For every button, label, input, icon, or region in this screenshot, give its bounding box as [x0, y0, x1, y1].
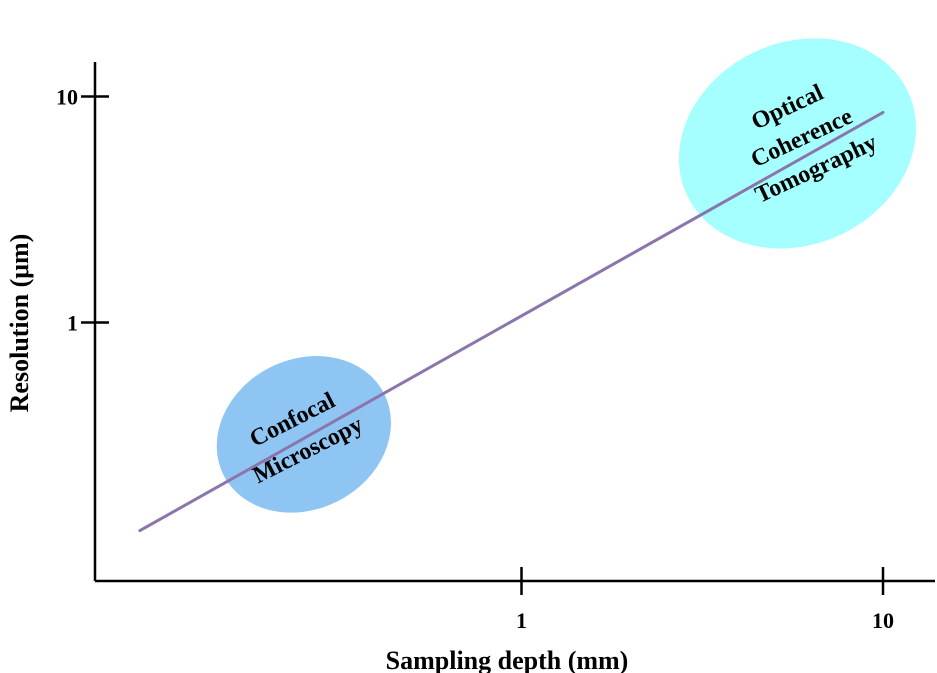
y-tick-label-2: 10: [56, 85, 78, 110]
annotation-ellipse-1: [216, 356, 391, 513]
y-tick-label-1: 1: [67, 311, 78, 336]
x-tick-label-1: 1: [516, 608, 527, 633]
annotation-ellipse-2: [678, 38, 917, 249]
x-tick-label-2: 10: [872, 608, 894, 633]
series-line-1: [138, 110, 885, 533]
x-axis-title: Sampling depth (mm): [386, 646, 629, 673]
y-axis-title: Resolution (μm): [5, 234, 34, 413]
